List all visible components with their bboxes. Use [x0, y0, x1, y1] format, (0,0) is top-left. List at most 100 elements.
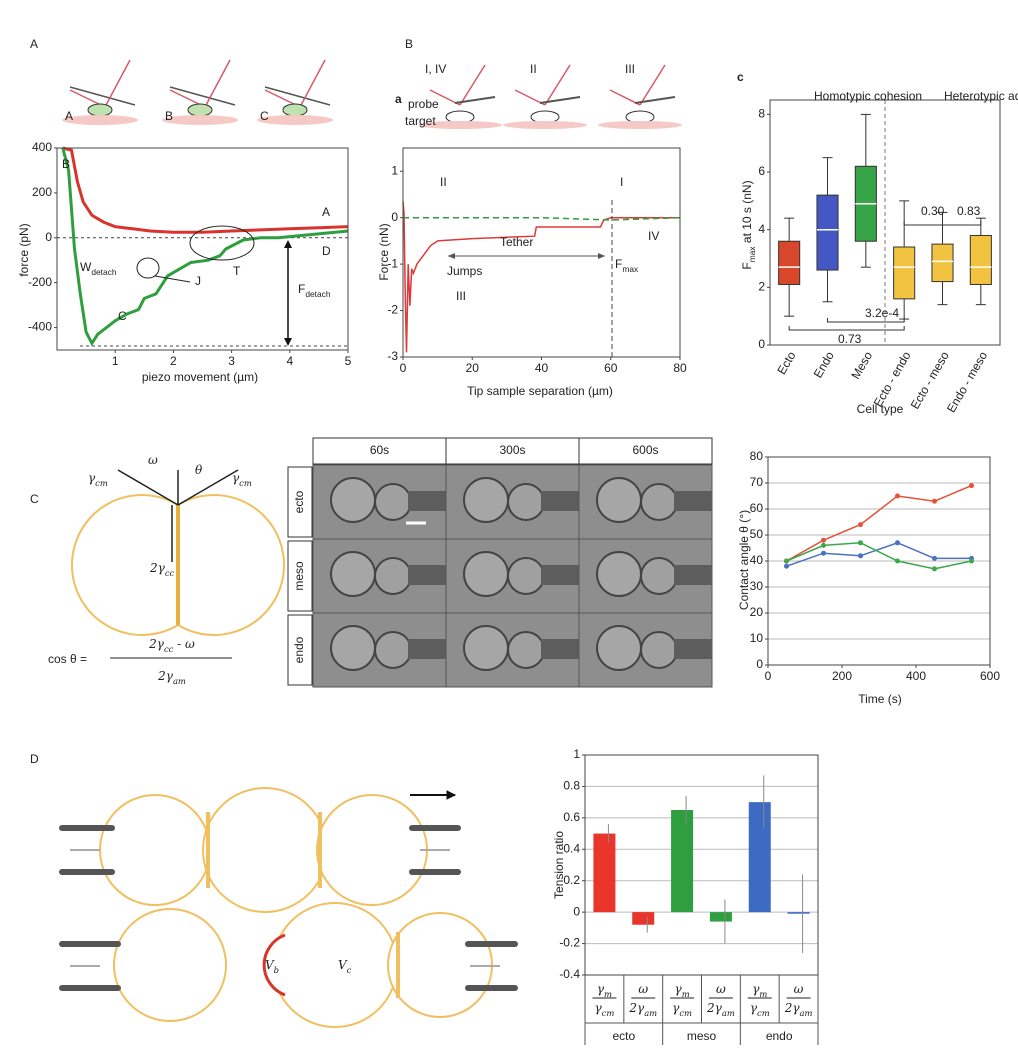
cell	[187, 103, 213, 117]
y-tick-label: -0.2	[559, 936, 580, 950]
bar	[632, 912, 655, 925]
text-part: 2γ	[628, 1001, 645, 1015]
chart-title: c	[737, 70, 744, 84]
y-tick-label: 0	[391, 210, 398, 224]
text-part: C	[118, 309, 127, 323]
diagram-label: ω	[148, 453, 158, 467]
plot-frame	[584, 754, 819, 976]
bracket	[903, 221, 943, 226]
x-tick-label: 80	[673, 361, 687, 375]
pipette	[408, 639, 446, 659]
pipette	[541, 491, 579, 511]
laser	[104, 59, 131, 108]
text-part: III	[456, 289, 466, 303]
stage-label: II	[530, 62, 537, 76]
substrate	[162, 115, 238, 125]
data-point	[895, 558, 900, 564]
bracket	[788, 326, 905, 331]
y-axis-label: Fmax at 10 s (nN)	[740, 180, 757, 269]
text-part: γ	[672, 1001, 680, 1015]
fraction-denominator: γcm	[750, 1001, 770, 1018]
group-label: meso	[687, 1029, 717, 1043]
panel-label: B	[405, 37, 413, 51]
cell-image	[374, 631, 412, 669]
y-tick-label: -0.4	[559, 967, 580, 981]
subscript: b	[274, 965, 279, 975]
text-part: W	[80, 260, 92, 274]
text-part: 2γ	[706, 1001, 723, 1015]
text-part: F	[740, 262, 754, 269]
text-part: Contact angle θ (°)	[737, 510, 751, 610]
x-axis-label: Cell type	[857, 402, 904, 416]
text-part: T	[233, 264, 241, 278]
laser	[299, 59, 326, 108]
text-part: 2γ	[149, 561, 166, 575]
annotation: A	[322, 205, 330, 219]
diagram-label: γcm	[88, 471, 108, 488]
y-tick-label: 1	[391, 163, 398, 177]
x-tick-label: Ecto	[774, 349, 798, 377]
bar	[787, 912, 810, 914]
chart-title: a	[395, 92, 402, 106]
y-tick-label: -400	[28, 320, 52, 334]
x-tick-label: Ecto - meso	[908, 349, 952, 412]
cell-image	[463, 477, 509, 523]
column-header-box	[312, 437, 447, 465]
y-tick-label: 0	[758, 337, 765, 351]
subscript: detach	[305, 289, 330, 299]
data-line	[786, 484, 972, 562]
data-point	[858, 540, 863, 546]
data-point	[932, 498, 937, 504]
cell-image	[374, 483, 412, 521]
fraction-denominator: 2γam	[628, 1001, 657, 1018]
substrate	[503, 121, 587, 129]
y-tick-label: 4	[758, 222, 765, 236]
text-part: γ	[597, 982, 605, 996]
x-tick-label: Meso	[848, 349, 875, 382]
subscript: max	[622, 264, 639, 274]
data-point	[858, 522, 863, 528]
stage-label: III	[625, 62, 635, 76]
annotation: Fdetach	[298, 282, 331, 299]
data-point	[969, 483, 974, 489]
annotation: Heterotypic adhesion	[944, 89, 1018, 103]
cell-image	[330, 477, 376, 523]
x-tick-label: 2	[170, 354, 177, 368]
annotation: Wdetach	[80, 260, 117, 277]
pipette	[674, 639, 712, 659]
data-point	[932, 555, 937, 561]
column-header: 300s	[499, 443, 525, 457]
data-line	[402, 201, 680, 353]
data-point	[858, 553, 863, 559]
probe-label: probe	[408, 97, 439, 111]
y-tick-label: 0	[45, 230, 52, 244]
pipette	[674, 565, 712, 585]
y-axis-label: force (pN)	[17, 223, 31, 276]
triplet-diagram	[59, 787, 518, 1028]
highlight	[136, 257, 160, 279]
target-label: target	[405, 114, 436, 128]
icon-letter: B	[165, 109, 173, 123]
annotation: 3.2e-4	[865, 306, 899, 320]
text-part: γ	[88, 471, 96, 485]
text-part: 0.73	[838, 332, 862, 346]
text-part: 0.30	[921, 204, 945, 218]
y-tick-label: 20	[750, 605, 764, 619]
bar	[709, 912, 732, 922]
y-tick-label: 8	[758, 107, 765, 121]
volume-label: Vb	[265, 958, 279, 975]
data-point	[932, 566, 937, 572]
subscript: am	[800, 1008, 813, 1018]
cell-image	[507, 631, 545, 669]
x-tick-label: 3	[228, 354, 235, 368]
pipette	[408, 491, 446, 511]
cell-image	[463, 625, 509, 671]
subscript: cm	[757, 1008, 770, 1018]
substrate	[62, 115, 138, 125]
annotation: T	[233, 264, 241, 278]
fraction-numerator: ω	[638, 982, 648, 996]
x-tick-label: 200	[832, 669, 852, 683]
subscript: am	[173, 676, 186, 686]
annotation: III	[456, 289, 466, 303]
